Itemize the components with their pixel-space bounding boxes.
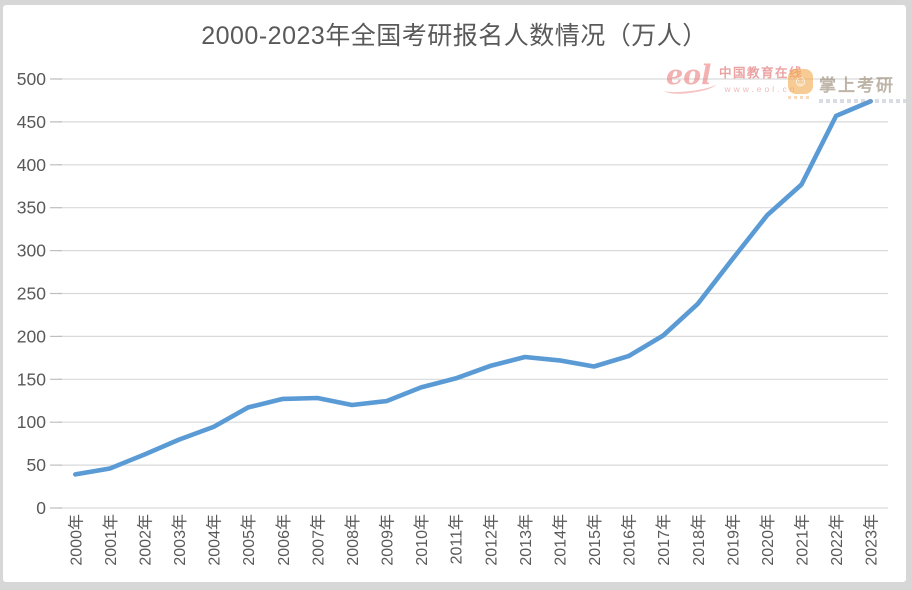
x-axis-label: 2015年: [586, 514, 604, 566]
y-axis-label: 500: [17, 69, 46, 89]
line-chart: 0 50 100 150 200 250 300 350 400 450 500 2000年 2001年…: [17, 69, 888, 566]
x-axis-label: 2009年: [379, 514, 397, 566]
eol-logo-caption: 中国教育在线 www.eol.cn: [719, 62, 803, 94]
y-axis-label: 0: [36, 498, 46, 518]
y-axis-label: 50: [27, 455, 47, 475]
kaoyan-logo-name: 掌上考研: [819, 76, 895, 95]
chart-title: 2000-2023年全国考研报名人数情况（万人）: [201, 22, 708, 50]
x-axis-label: 2013年: [517, 514, 535, 566]
watermark-kaoyan-logo: ☺ 掌上考研: [788, 63, 906, 103]
kaoyan-logo-caption: 掌上考研: [819, 63, 906, 103]
x-axis-label: 2010年: [413, 514, 431, 566]
x-axis-label: 2000年: [67, 514, 85, 566]
x-axis-label: 2016年: [621, 514, 639, 566]
y-axis-label: 250: [17, 284, 46, 304]
x-axis-label: 2008年: [344, 514, 362, 566]
x-axis-label: 2001年: [102, 514, 120, 566]
x-axis-label: 2014年: [551, 514, 569, 566]
chart-card: 0 50 100 150 200 250 300 350 400 450 500 2000年 2001年…: [3, 5, 906, 582]
x-axis-label: 2004年: [206, 514, 224, 566]
y-axis-label: 200: [17, 326, 46, 346]
x-axis-label: 2003年: [171, 514, 189, 566]
kaoyan-smiley-icon: ☺: [788, 69, 813, 99]
x-axis-label: 2017年: [655, 514, 673, 566]
eol-logo-text: eol: [666, 60, 712, 91]
x-axis-label: 2007年: [309, 514, 327, 566]
y-axis-label: 350: [17, 198, 46, 218]
x-axis-label: 2005年: [240, 514, 258, 566]
x-axis-label: 2012年: [482, 514, 500, 566]
x-axis-label: 2006年: [275, 514, 293, 566]
kaoyan-icon-subtext: [788, 96, 812, 99]
y-axis-label: 300: [17, 241, 46, 261]
y-axis-label: 100: [17, 412, 46, 432]
y-axis-label: 150: [17, 369, 46, 389]
kaoyan-logo-subtext: [819, 99, 906, 103]
x-axis-label: 2020年: [759, 514, 777, 566]
x-axis-label: 2021年: [794, 514, 812, 566]
x-axis-label: 2002年: [136, 514, 154, 566]
watermark-eol-logo: eol 中国教育在线 www.eol.cn: [663, 60, 803, 97]
x-axis-label: 2019年: [724, 514, 742, 566]
y-axis-label: 450: [17, 112, 46, 132]
eol-logo-name: 中国教育在线: [719, 66, 804, 80]
eol-logo-url: www.eol.cn: [724, 84, 798, 94]
eol-logo-icon: eol: [663, 60, 717, 97]
x-axis-label: 2011年: [448, 514, 466, 564]
data-series-line: [73, 99, 874, 477]
x-axis-label: 2018年: [690, 514, 708, 566]
x-axis-label: 2022年: [828, 514, 846, 566]
y-axis-label: 400: [17, 155, 46, 175]
x-axis-label: 2023年: [863, 514, 881, 566]
